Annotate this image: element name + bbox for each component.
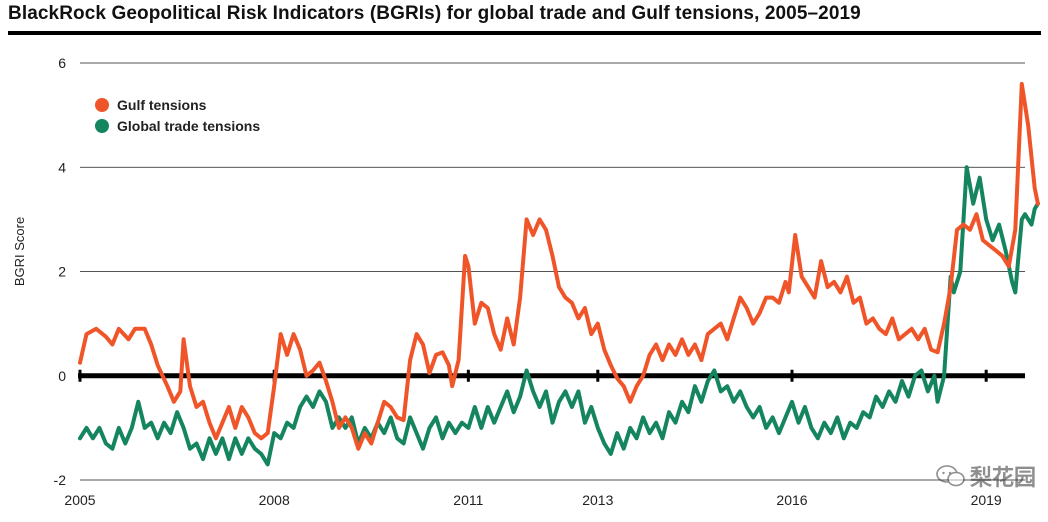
y-tick-label: -2 xyxy=(54,472,67,488)
series-line-global-trade-tensions xyxy=(78,165,1040,467)
legend-label: Gulf tensions xyxy=(117,97,207,113)
chart-title: BlackRock Geopolitical Risk Indicators (… xyxy=(8,3,861,24)
x-tick-label: 2019 xyxy=(971,492,1002,508)
x-tick-label: 2011 xyxy=(453,492,483,508)
legend-label: Global trade tensions xyxy=(117,118,260,134)
x-axis-ticks: 2005 2008 2011 2013 2016 2019 xyxy=(64,492,1002,508)
x-tick-label: 2008 xyxy=(259,492,290,508)
series xyxy=(78,81,1040,467)
x-tick-label: 2013 xyxy=(582,492,613,508)
y-tick-label: 6 xyxy=(58,55,66,71)
zero-line xyxy=(78,369,1025,382)
y-axis-ticks: -2 0 2 4 6 xyxy=(54,55,67,488)
x-tick-label: 2016 xyxy=(776,492,807,508)
watermark-text: 梨花园 xyxy=(969,466,1036,491)
title-rule xyxy=(8,31,1041,35)
x-tick-label: 2005 xyxy=(64,492,95,508)
wechat-icon xyxy=(936,465,965,487)
watermark: 梨花园 xyxy=(936,460,1036,492)
y-tick-label: 4 xyxy=(58,159,66,175)
legend-item[interactable]: Gulf tensions xyxy=(95,97,207,113)
legend[interactable]: Gulf tensions Global trade tensions xyxy=(95,97,260,134)
y-axis-label: BGRI Score xyxy=(12,217,27,286)
legend-item[interactable]: Global trade tensions xyxy=(95,118,260,134)
legend-marker xyxy=(95,98,109,112)
y-tick-label: 2 xyxy=(58,264,66,280)
series-line-gulf-tensions xyxy=(78,81,1040,451)
grid xyxy=(80,62,1025,481)
y-tick-label: 0 xyxy=(58,368,66,384)
legend-marker xyxy=(95,119,109,133)
